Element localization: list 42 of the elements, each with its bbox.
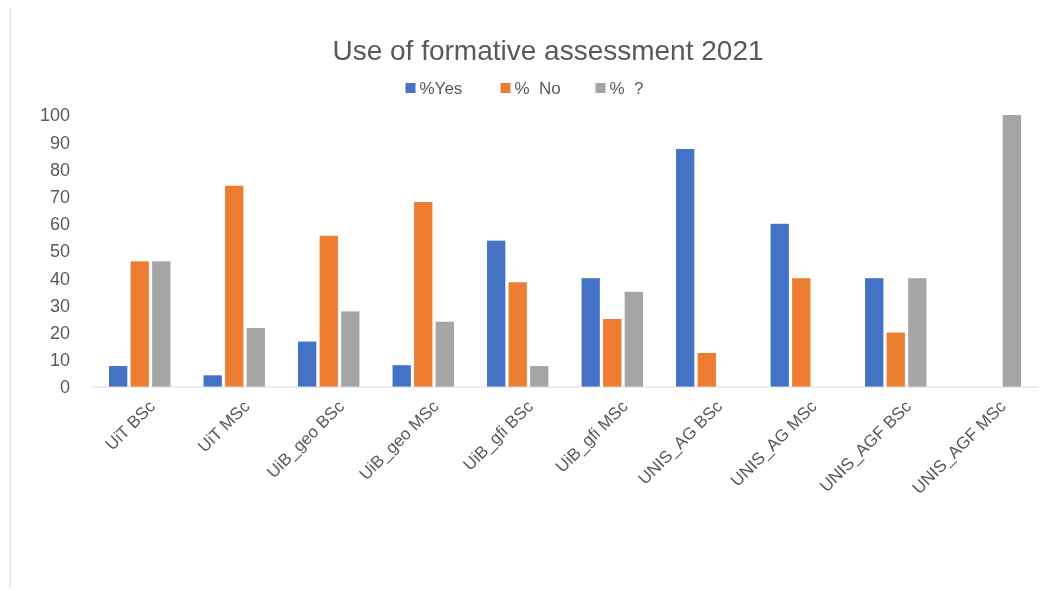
bar (298, 341, 317, 387)
chart-title: Use of formative assessment 2021 (332, 35, 764, 66)
bar (414, 202, 433, 387)
bar (109, 366, 128, 387)
bar (908, 278, 927, 387)
y-tick-label: 50 (49, 241, 70, 262)
bar (487, 240, 506, 387)
y-tick-label: 30 (49, 295, 70, 316)
bar (392, 365, 411, 387)
bar (770, 223, 789, 387)
bar (886, 332, 905, 387)
y-tick-label: 40 (49, 268, 70, 289)
bar (1002, 115, 1021, 387)
bar (152, 261, 171, 387)
bar (865, 278, 884, 387)
y-tick-label: 80 (49, 159, 70, 180)
bar (530, 366, 549, 387)
bar (508, 282, 527, 387)
bar (246, 327, 265, 387)
bar (792, 278, 811, 387)
bar (225, 185, 244, 387)
y-tick-label: 70 (49, 186, 70, 207)
bar (697, 353, 716, 387)
legend-label: % ? (609, 79, 644, 98)
bar (435, 321, 454, 387)
y-tick-label: 90 (49, 132, 70, 153)
legend-label: %Yes (419, 79, 463, 98)
y-tick-label: 0 (59, 377, 70, 398)
bar (203, 375, 222, 387)
y-tick-label: 60 (49, 214, 70, 235)
y-tick-label: 10 (49, 350, 70, 371)
bar (319, 235, 338, 387)
bar (581, 278, 600, 387)
bar (624, 291, 643, 387)
bar (130, 261, 149, 387)
x-tick-label: UiT BSc (101, 396, 160, 455)
bar (676, 149, 695, 387)
bar (603, 319, 622, 387)
bar (341, 311, 360, 387)
y-tick-label: 100 (39, 105, 70, 126)
y-tick-label: 20 (49, 322, 70, 343)
legend-label: % No (514, 79, 561, 98)
